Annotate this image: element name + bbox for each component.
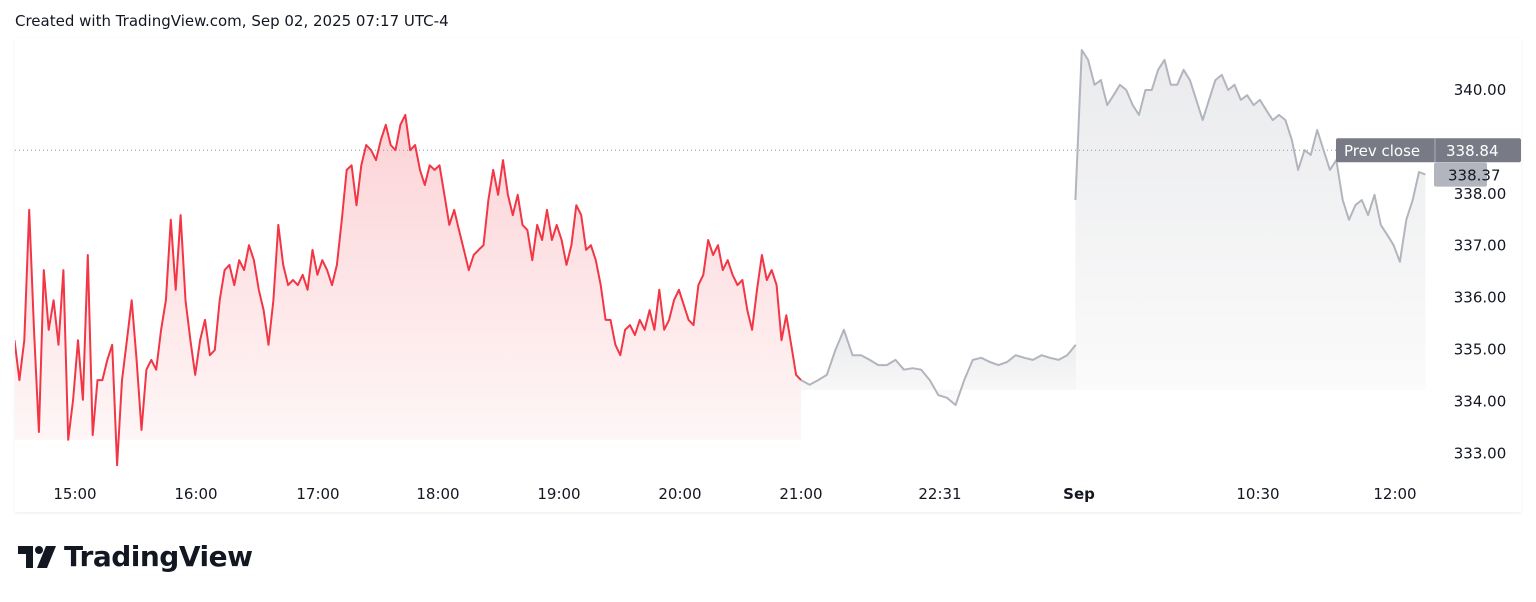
x-tick-label: 19:00 — [537, 485, 580, 503]
x-axis: 15:00 16:00 17:00 18:00 19:00 20:00 21:00 22:31… — [53, 485, 1416, 503]
prev-close-label: Prev close — [1344, 142, 1420, 160]
y-tick-label: 338.00 — [1454, 185, 1507, 203]
logo-text: TradingView — [64, 540, 253, 573]
x-tick-label: 21:00 — [779, 485, 822, 503]
x-tick-label: 22:31 — [918, 485, 961, 503]
tradingview-logo[interactable]: TradingView — [18, 540, 253, 573]
x-tick-label: 16:00 — [174, 485, 217, 503]
area-fills — [15, 50, 1426, 466]
tradingview-logo-icon — [18, 545, 56, 568]
pre-market-line — [1074, 49, 1426, 263]
last-price-badge: 338.37 — [1434, 162, 1501, 187]
x-tick-label: 20:00 — [658, 485, 701, 503]
x-tick-label: 18:00 — [416, 485, 459, 503]
price-lines — [15, 49, 1426, 467]
x-tick-label: 10:30 — [1236, 485, 1279, 503]
regular-line — [15, 113, 802, 467]
x-tick-label: 15:00 — [53, 485, 96, 503]
y-tick-label: 336.00 — [1454, 289, 1507, 307]
y-axis: 340.00 338.00 337.00 336.00 335.00 334.00 333.… — [1454, 81, 1507, 462]
chart-attribution: Created with TradingView.com, Sep 02, 20… — [15, 12, 449, 30]
chart-panel[interactable]: 340.00 338.00 337.00 336.00 335.00 334.00 333.… — [15, 38, 1521, 512]
y-tick-label: 334.00 — [1454, 392, 1507, 410]
post-market-area — [801, 329, 1076, 405]
y-tick-label: 333.00 — [1454, 444, 1507, 462]
y-tick-label: 335.00 — [1454, 341, 1507, 359]
prev-close-value: 338.84 — [1446, 142, 1499, 160]
x-tick-label: 17:00 — [296, 485, 339, 503]
price-chart[interactable]: 340.00 338.00 337.00 336.00 335.00 334.00 333.… — [15, 38, 1521, 512]
x-tick-label: Sep — [1063, 485, 1095, 503]
y-tick-label: 340.00 — [1454, 81, 1507, 99]
x-tick-label: 12:00 — [1373, 485, 1416, 503]
pre-market-area — [1075, 50, 1426, 390]
last-price-value: 338.37 — [1448, 167, 1501, 185]
prev-close-badge: Prev close 338.84 — [1336, 138, 1521, 163]
y-tick-label: 337.00 — [1454, 237, 1507, 255]
post-market-line — [800, 328, 1077, 406]
regular-area — [15, 114, 801, 466]
